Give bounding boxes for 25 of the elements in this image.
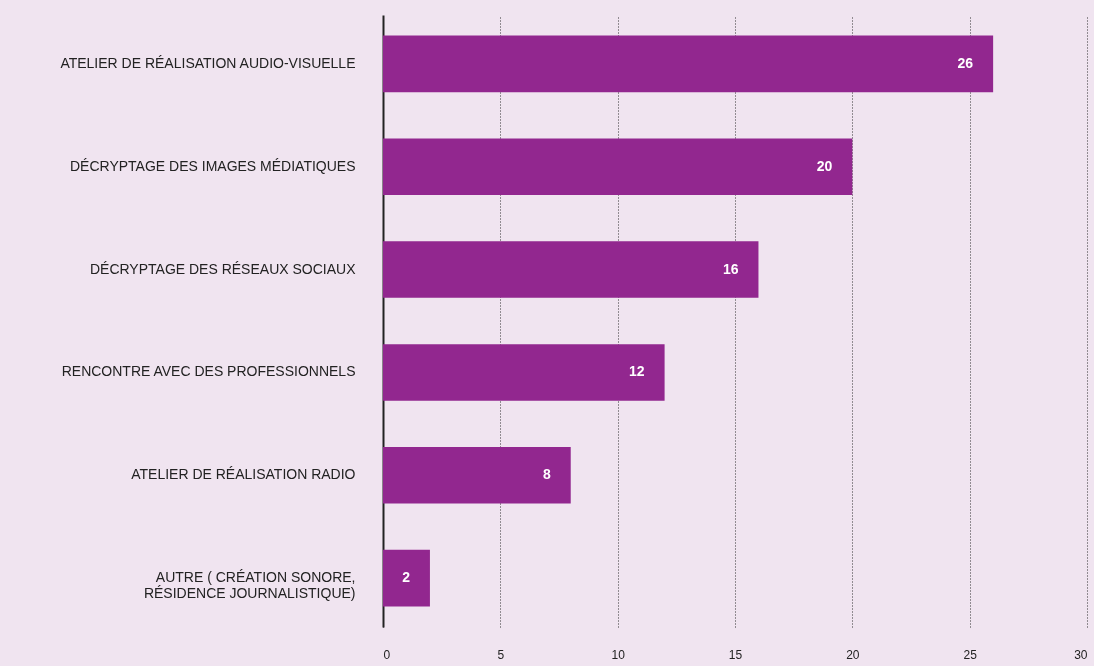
bar bbox=[383, 35, 994, 93]
x-tick-label: 15 bbox=[728, 647, 743, 662]
y-tick-label: DÉCRYPTAGE DES IMAGES MÉDIATIQUES bbox=[70, 157, 356, 174]
x-tick-label: 0 bbox=[383, 647, 391, 662]
y-tick-label: AUTRE ( CRÉATION SONORE, RÉSIDENCE JOURNALISTIQUE) bbox=[143, 569, 356, 602]
y-tick-label: DÉCRYPTAGE DES RÉSEAUX SOCIAUX bbox=[89, 260, 357, 277]
data-label: 12 bbox=[629, 363, 645, 380]
x-tick-label: 30 bbox=[1074, 647, 1088, 662]
bar bbox=[383, 549, 430, 607]
x-tick-label: 20 bbox=[846, 647, 860, 662]
x-tick-label: 25 bbox=[963, 647, 978, 662]
x-tick-label: 10 bbox=[611, 647, 626, 662]
bar bbox=[383, 138, 853, 195]
data-label: 16 bbox=[722, 260, 739, 277]
x-tick-label: 5 bbox=[497, 647, 505, 662]
y-tick-label: ATELIER DE RÉALISATION RADIO bbox=[131, 466, 356, 483]
data-label: 8 bbox=[542, 466, 551, 483]
bar bbox=[383, 241, 759, 298]
data-label: 26 bbox=[957, 54, 974, 71]
bar bbox=[383, 344, 665, 401]
y-tick-label: RENCONTRE AVEC DES PROFESSIONNELS bbox=[61, 363, 356, 380]
data-label: 20 bbox=[816, 157, 833, 174]
data-label: 2 bbox=[402, 569, 411, 586]
bar bbox=[383, 447, 571, 504]
y-tick-label: ATELIER DE RÉALISATION AUDIO-VISUELLE bbox=[60, 54, 356, 71]
